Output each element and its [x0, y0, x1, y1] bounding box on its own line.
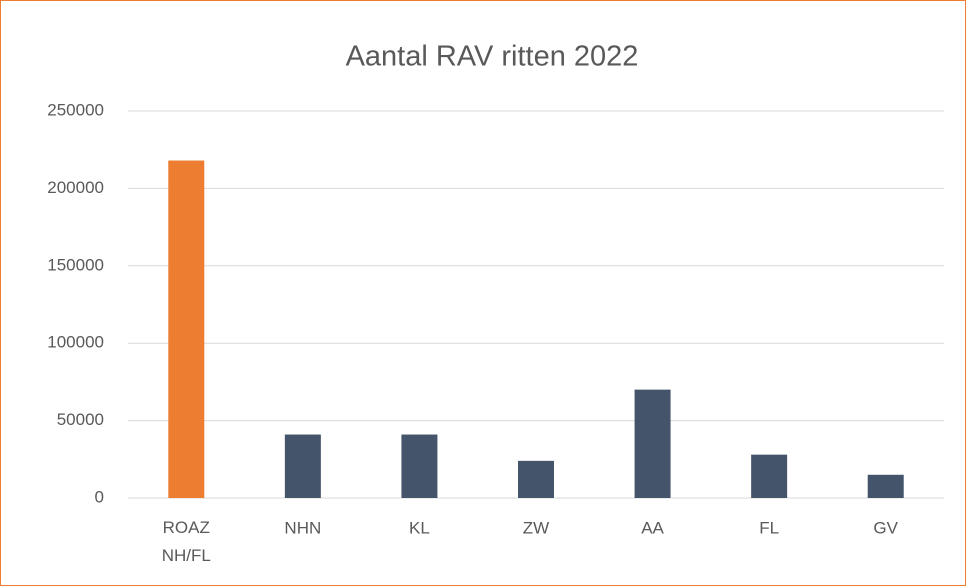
x-tick-label: KL	[409, 518, 430, 537]
bar	[401, 434, 438, 498]
x-tick-label: ZW	[523, 518, 549, 537]
x-tick-label: ROAZ NH/FL	[162, 518, 211, 565]
bar	[284, 434, 321, 498]
bar	[168, 160, 205, 498]
chart-title: Aantal RAV ritten 2022	[346, 41, 639, 73]
x-tick-label: GV	[873, 518, 898, 537]
x-tick-label: NHN	[284, 518, 321, 537]
x-tick-label: FL	[759, 518, 779, 537]
bar	[518, 460, 554, 498]
y-tick-label: 150000	[47, 255, 104, 274]
x-tick-label: AA	[641, 518, 664, 537]
bar	[867, 474, 904, 498]
y-tick-label: 0	[95, 487, 104, 506]
y-tick-label: 50000	[57, 410, 104, 429]
y-tick-label: 100000	[47, 333, 104, 352]
y-tick-label: 200000	[47, 178, 104, 197]
y-tick-label: 250000	[47, 100, 104, 119]
bar	[751, 454, 788, 498]
bar	[634, 389, 671, 498]
